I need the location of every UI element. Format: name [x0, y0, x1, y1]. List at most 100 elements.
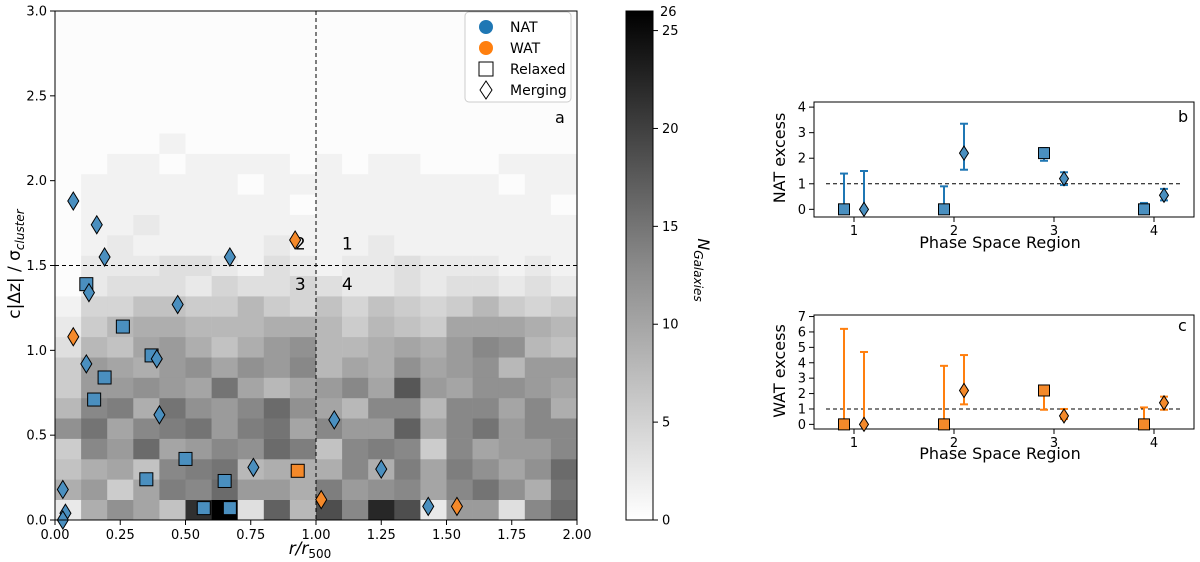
heatmap-cell [55, 438, 82, 460]
y-tick-label: 2 [798, 152, 806, 167]
relaxed-excess-point [838, 203, 850, 216]
heatmap-cell [133, 92, 160, 114]
heatmap-cell [316, 133, 343, 154]
relaxed-excess-point [1038, 147, 1050, 160]
colorbar-ticks: 0 5 10 15 20 25 [653, 24, 679, 529]
heatmap-cell [55, 296, 82, 317]
heatmap-cell [472, 397, 499, 419]
heatmap-cell [342, 296, 369, 317]
legend-merging-label: Merging [510, 83, 567, 99]
x-tick-label: 2 [950, 436, 958, 451]
y-tick-label: 3.0 [26, 5, 47, 20]
heatmap-cell [263, 357, 291, 378]
heatmap-cell [472, 153, 499, 175]
heatmap-cell [446, 479, 473, 500]
heatmap-cell [524, 275, 552, 297]
heatmap-cell [81, 92, 108, 114]
colorbar-tick-label: 10 [662, 318, 679, 333]
heatmap-cell [498, 173, 526, 195]
heatmap-cell [342, 499, 369, 521]
y-tick-label: 3 [798, 126, 806, 141]
heatmap-cell [472, 458, 499, 480]
heatmap-cell [237, 479, 265, 500]
y-tick-label: 4 [798, 101, 806, 116]
heatmap-cell [420, 479, 447, 500]
heatmap-cell [368, 31, 395, 53]
heatmap-cell [289, 296, 317, 317]
heatmap-cell [368, 51, 395, 73]
heatmap-cell [159, 397, 186, 419]
heatmap-cell [316, 458, 343, 480]
heatmap-cell [524, 357, 552, 378]
nat-excess-ylabel: NAT excess [770, 113, 789, 204]
nat-merging-point [67, 191, 80, 211]
y-tick-label: 7 [798, 310, 806, 325]
heatmap-cell [342, 418, 369, 439]
heatmap-cell [185, 275, 212, 297]
heatmap-cell [107, 11, 134, 32]
heatmap-cell [446, 397, 473, 419]
colorbar-tick-label: 0 [662, 514, 670, 529]
heatmap-cell [289, 31, 317, 53]
wat-merging-point [450, 496, 464, 517]
heatmap-cell [81, 235, 108, 256]
nat-merging-point [328, 409, 341, 430]
heatmap-cell [185, 92, 212, 114]
heatmap-cell [289, 336, 317, 358]
heatmap-cell [263, 214, 291, 236]
x-tick-label: 3 [1050, 436, 1058, 451]
heatmap-cell [472, 275, 499, 297]
heatmap-cell [368, 255, 395, 276]
heatmap-cell [446, 438, 473, 460]
heatmap-cell [185, 397, 212, 419]
panel-label-b: b [1178, 107, 1188, 126]
heatmap-cell [159, 51, 186, 73]
nat-merging-point [56, 479, 69, 500]
heatmap-cell [446, 173, 473, 195]
nat-merging-point [223, 247, 236, 267]
heatmap-cell [237, 51, 265, 73]
heatmap-cell [159, 377, 186, 399]
heatmap-cell [55, 255, 82, 276]
heatmap-cell [524, 458, 552, 480]
heatmap-cell [550, 214, 578, 236]
heatmap-cell [498, 357, 526, 378]
merging-excess-point [1158, 187, 1170, 204]
heatmap-cell [211, 31, 238, 53]
heatmap-cell [107, 92, 134, 114]
heatmap-cell [237, 275, 265, 297]
heatmap-cell [133, 275, 160, 297]
heatmap-cell [185, 31, 212, 53]
heatmap-cell [159, 11, 186, 32]
heatmap-cell [289, 357, 317, 378]
colorbar-tick-label: 25 [662, 24, 679, 39]
heatmap-cell [342, 92, 369, 114]
heatmap-cell [316, 316, 343, 338]
heatmap-cell [316, 173, 343, 195]
heatmap-cell [107, 397, 134, 419]
heatmap-cell [342, 336, 369, 358]
x-tick-label: 4 [1150, 224, 1158, 239]
heatmap-cell [133, 377, 160, 399]
heatmap-cell [368, 275, 395, 297]
y-tick-label: 2.0 [26, 174, 47, 189]
heatmap-cell [550, 153, 578, 175]
heatmap-cell [368, 479, 395, 500]
heatmap-cell [237, 214, 265, 236]
heatmap-cell [498, 316, 526, 338]
heatmap-cell [289, 418, 317, 439]
relaxed-excess-point [1038, 384, 1050, 397]
heatmap-cell [107, 51, 134, 73]
heatmap-cell [368, 316, 395, 338]
heatmap-cell [107, 275, 134, 297]
heatmap-cell [107, 499, 134, 521]
heatmap-cell [55, 92, 82, 114]
heatmap-cell [342, 51, 369, 73]
heatmap-cell [81, 438, 108, 460]
heatmap-cell [420, 51, 447, 73]
heatmap-cell [185, 133, 212, 154]
heatmap-cell [524, 499, 552, 521]
heatmap-cell [289, 51, 317, 73]
heatmap-cell [446, 112, 473, 134]
heatmap-cell [394, 296, 421, 317]
